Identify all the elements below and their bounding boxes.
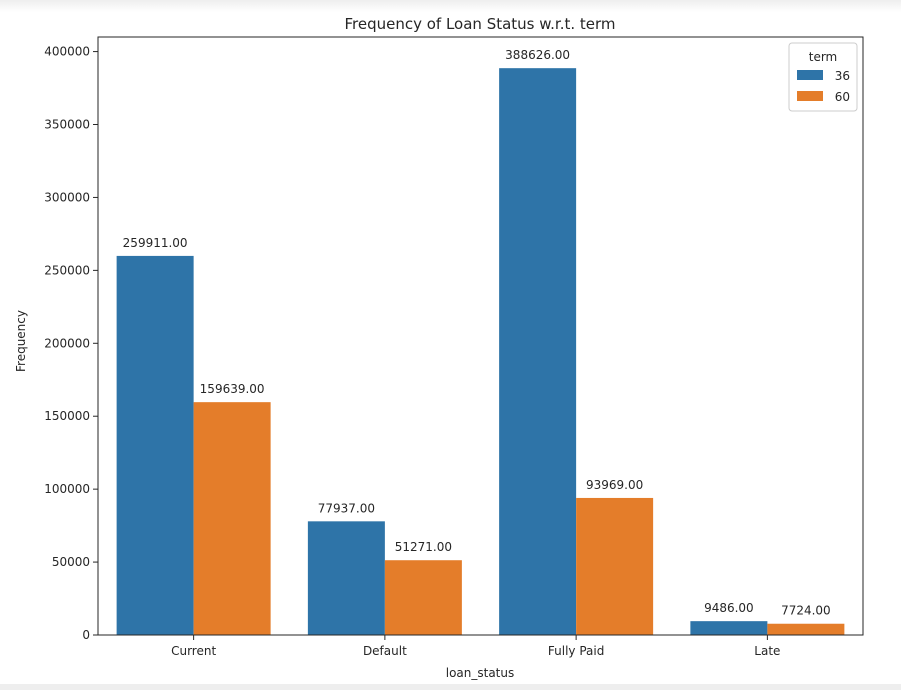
y-tick-label: 200000 xyxy=(44,336,90,350)
legend-swatch-36 xyxy=(797,70,823,80)
x-tick-label: Fully Paid xyxy=(548,644,604,658)
legend: term 36 60 xyxy=(788,42,858,112)
y-tick-label: 350000 xyxy=(44,118,90,132)
y-tick-label: 150000 xyxy=(44,409,90,423)
window-bottom-strip xyxy=(0,684,901,690)
bar-value-label: 259911.00 xyxy=(123,236,188,250)
x-tick-label: Default xyxy=(363,644,407,658)
y-tick-label: 250000 xyxy=(44,263,90,277)
x-axis-label: loan_status xyxy=(446,666,515,680)
y-tick-label: 400000 xyxy=(44,45,90,59)
bar-36-late xyxy=(690,621,768,635)
bar-60-current xyxy=(193,402,271,635)
chart-title: Frequency of Loan Status w.r.t. term xyxy=(344,15,615,33)
y-tick-label: 100000 xyxy=(44,482,90,496)
y-tick-label: 300000 xyxy=(44,190,90,204)
y-axis-label: Frequency xyxy=(14,310,28,372)
plot-area xyxy=(97,36,864,636)
x-tick-label: Current xyxy=(171,644,216,658)
bar-value-label: 7724.00 xyxy=(781,604,831,618)
bar-value-label: 9486.00 xyxy=(704,601,754,615)
bar-60-fully-paid xyxy=(576,497,654,635)
bar-value-label: 388626.00 xyxy=(505,48,570,62)
bar-36-default xyxy=(307,521,385,635)
bar-60-late xyxy=(767,623,845,635)
bar-36-fully-paid xyxy=(499,68,577,636)
y-tick-label: 50000 xyxy=(52,555,90,569)
bar-value-label: 77937.00 xyxy=(318,501,375,515)
x-tick-label: Late xyxy=(754,644,780,658)
window-top-strip xyxy=(0,0,901,12)
y-tick-label: 0 xyxy=(82,628,90,642)
bar-value-label: 51271.00 xyxy=(395,540,452,554)
legend-title: term xyxy=(809,50,838,64)
legend-label-60: 60 xyxy=(835,90,850,104)
legend-swatch-60 xyxy=(797,91,823,101)
bar-value-label: 93969.00 xyxy=(586,478,643,492)
bar-36-current xyxy=(116,255,194,636)
legend-label-36: 36 xyxy=(835,69,850,83)
bar-value-label: 159639.00 xyxy=(200,382,265,396)
bar-60-default xyxy=(384,560,462,635)
